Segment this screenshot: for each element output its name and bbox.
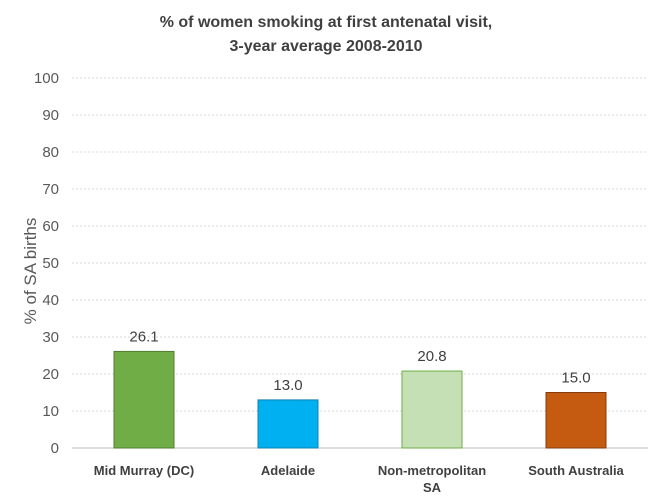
y-tick-labels: 0 10 20 30 40 50 60 70 80 90 100	[34, 70, 59, 457]
data-labels: 26.1 13.0 20.8 15.0	[129, 328, 590, 393]
x-tick-label: Non-metropolitan	[378, 463, 486, 478]
y-tick-label: 30	[42, 329, 59, 346]
x-tick-label: SA	[423, 480, 442, 495]
y-axis-label: % of SA births	[21, 218, 40, 325]
y-tick-label: 100	[34, 70, 59, 87]
bar	[545, 392, 607, 449]
x-tick-label: South Australia	[528, 463, 624, 478]
chart-title-line-2: 3-year average 2008-2010	[229, 38, 423, 55]
y-tick-label: 0	[51, 440, 59, 457]
bar	[401, 370, 463, 449]
y-tick-label: 70	[42, 181, 59, 198]
bar	[257, 399, 319, 449]
y-tick-label: 20	[42, 366, 59, 383]
y-tick-label: 50	[42, 255, 59, 272]
y-tick-label: 40	[42, 292, 59, 309]
y-tick-label: 90	[42, 107, 59, 124]
x-tick-label: Adelaide	[261, 463, 315, 478]
bars	[113, 350, 607, 449]
data-label: 15.0	[561, 370, 590, 387]
data-label: 26.1	[129, 328, 158, 345]
data-label: 20.8	[417, 348, 446, 365]
data-label: 13.0	[273, 377, 302, 394]
x-tick-label: Mid Murray (DC)	[94, 463, 194, 478]
y-tick-label: 60	[42, 218, 59, 235]
chart-title-line-1: % of women smoking at first antenatal vi…	[159, 14, 493, 31]
y-tick-label: 80	[42, 144, 59, 161]
x-tick-labels: Mid Murray (DC) Adelaide Non-metropolitan S…	[94, 463, 625, 495]
bar	[113, 350, 175, 449]
y-tick-label: 10	[42, 403, 59, 420]
